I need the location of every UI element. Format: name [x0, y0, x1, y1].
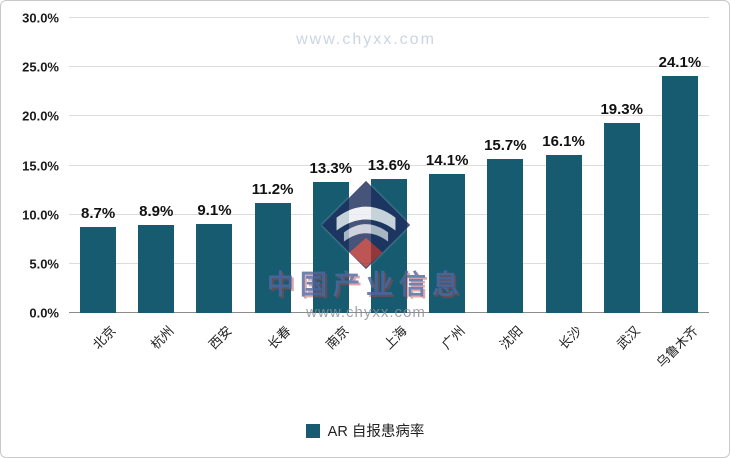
- bar-value-label: 13.6%: [367, 157, 411, 175]
- bar-value-label: 14.1%: [425, 152, 469, 170]
- bar: [487, 158, 524, 313]
- bar-value-label: 8.9%: [139, 203, 174, 221]
- bar-value-label: 24.1%: [658, 54, 702, 72]
- gridline: [69, 66, 709, 68]
- bar-value-label: 8.7%: [80, 205, 116, 223]
- bar: [138, 225, 175, 313]
- x-tick-label: 乌鲁木齐: [653, 323, 701, 371]
- y-tick-label: 30.0%: [22, 10, 59, 26]
- bar-value-label: 11.2%: [251, 180, 294, 198]
- y-axis: 30.0% 25.0% 20.0% 15.0% 10.0% 5.0% 0.0%: [7, 11, 63, 321]
- bar: [429, 174, 466, 313]
- bar: [80, 227, 117, 313]
- y-tick-label: 25.0%: [22, 59, 59, 75]
- y-tick-label: 10.0%: [22, 207, 59, 223]
- legend: AR 自报患病率: [1, 420, 729, 441]
- legend-label: AR 自报患病率: [327, 424, 425, 440]
- x-tick-label: 武汉: [613, 323, 643, 353]
- x-tick-label: 沈阳: [497, 323, 527, 353]
- legend-swatch: [305, 423, 320, 438]
- x-tick-label: 广州: [438, 323, 468, 353]
- bar-value-label: 16.1%: [542, 132, 585, 150]
- y-tick-label: 15.0%: [22, 158, 59, 173]
- y-tick-label: 5.0%: [29, 256, 59, 272]
- bar-value-label: 15.7%: [484, 136, 527, 154]
- bar-value-label: 13.3%: [309, 160, 353, 178]
- y-tick-label: 20.0%: [22, 108, 59, 124]
- gridline: [69, 17, 709, 18]
- gridline: [69, 164, 709, 166]
- bar-value-label: 19.3%: [600, 101, 643, 119]
- x-tick-label: 上海: [380, 323, 410, 353]
- x-tick-label: 西安: [206, 323, 236, 353]
- gridline: [69, 115, 709, 117]
- bar: [254, 202, 291, 313]
- bar: [312, 182, 349, 313]
- bar-value-label: 9.1%: [197, 201, 232, 219]
- bar: [661, 76, 698, 313]
- x-tick-label: 北京: [89, 323, 119, 353]
- x-tick-label: 南京: [322, 323, 352, 353]
- x-tick-label: 长春: [264, 323, 294, 353]
- plot-area: 8.7% 北京 8.9% 杭州 9.1% 西安 11.2% 长春 13.3% 南京 13.6% 上海 1…: [69, 17, 709, 371]
- y-tick-label: 0.0%: [29, 305, 59, 321]
- bar: [545, 154, 582, 313]
- x-tick-label: 杭州: [148, 323, 178, 353]
- bar: [603, 123, 640, 313]
- bar: [196, 223, 233, 313]
- x-tick-label: 长沙: [555, 323, 585, 353]
- bar: [371, 179, 407, 313]
